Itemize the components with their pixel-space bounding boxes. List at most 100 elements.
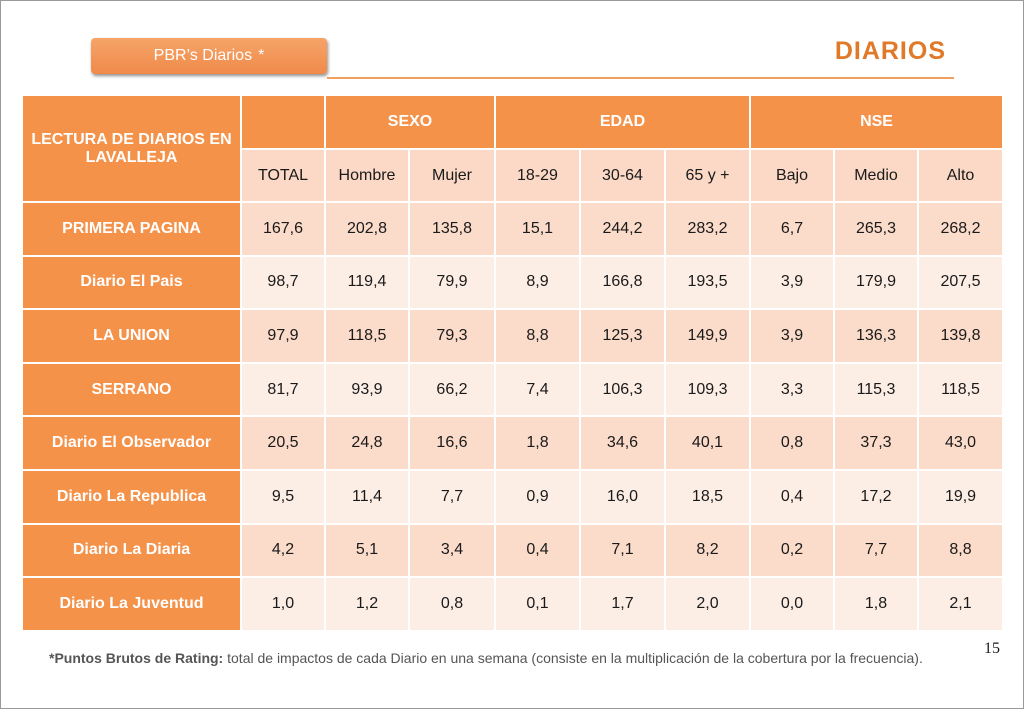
table-cell: 283,2	[664, 201, 751, 257]
table-cell: 135,8	[408, 201, 496, 257]
table-cell: 166,8	[579, 254, 666, 311]
table-cell: 0,0	[749, 576, 835, 632]
table-cell: 3,9	[749, 308, 835, 364]
row-label: Diario El Pais	[21, 254, 242, 311]
table-cell: 11,4	[324, 468, 410, 525]
table-body: PRIMERA PAGINA 167,6 202,8 135,8 15,1 244,2 28…	[21, 201, 1005, 632]
row-label: LA UNION	[21, 308, 242, 364]
column-header-row: TOTAL Hombre Mujer 18-29 30-64 65 y + Ba…	[22, 148, 1005, 203]
table-cell: 193,5	[664, 254, 751, 311]
table-cell: 37,3	[833, 415, 919, 471]
table-cell: 4,2	[240, 522, 326, 579]
footnote: *Puntos Brutos de Rating: total de impac…	[49, 649, 969, 668]
table-cell: 1,0	[240, 576, 326, 632]
page-number: 15	[984, 640, 1000, 657]
table-cell: 16,6	[408, 415, 496, 471]
section-tag-label: PBR’s Diarios	[153, 47, 253, 64]
table-cell: 179,9	[833, 254, 919, 311]
column-header: 18-29	[494, 148, 581, 203]
column-header: Medio	[833, 148, 919, 203]
table-cell: 8,8	[494, 308, 581, 364]
table-cell: 244,2	[579, 201, 666, 257]
table-cell: 3,4	[408, 522, 496, 579]
table-cell: 1,8	[833, 576, 919, 632]
table-row: Diario La Juventud 1,0 1,2 0,8 0,1 1,7 2,0 0,0 1…	[21, 576, 1005, 632]
table-cell: 7,1	[579, 522, 666, 579]
table-cell: 149,9	[664, 308, 751, 364]
table-cell: 6,7	[749, 201, 835, 257]
row-label: Diario La Juventud	[21, 576, 242, 632]
column-header: TOTAL	[240, 148, 326, 203]
column-header: Hombre	[324, 148, 410, 203]
table-row: Diario La Diaria 4,2 5,1 3,4 0,4 7,1 8,2 0,2 7,7…	[21, 522, 1005, 579]
table-cell: 0,8	[408, 576, 496, 632]
table-cell: 43,0	[916, 415, 1005, 471]
table-cell: 136,3	[833, 308, 919, 364]
column-header: Alto	[916, 148, 1005, 203]
table-cell: 93,9	[324, 361, 410, 418]
table-cell: 0,9	[494, 468, 581, 525]
footnote-text: total de impactos de cada Diario en una …	[223, 650, 923, 666]
table-cell: 0,8	[749, 415, 835, 471]
row-label: Diario El Observador	[21, 415, 242, 471]
table-cell: 115,3	[833, 361, 919, 418]
table-row: Diario El Pais 98,7 119,4 79,9 8,9 166,8 193,5…	[21, 254, 1005, 311]
table-cell: 106,3	[579, 361, 666, 418]
table-cell: 207,5	[916, 254, 1005, 311]
table-cell: 139,8	[916, 308, 1005, 364]
table-cell: 24,8	[324, 415, 410, 471]
table-cell: 18,5	[664, 468, 751, 525]
table-cell: 7,7	[833, 522, 919, 579]
column-header: 30-64	[579, 148, 666, 203]
table-cell: 1,8	[494, 415, 581, 471]
footnote-term: *Puntos Brutos de Rating:	[49, 650, 224, 666]
table-cell: 7,4	[494, 361, 581, 418]
table-cell: 2,1	[916, 576, 1005, 632]
section-tag: PBR’s Diarios *	[91, 38, 327, 74]
table-cell: 98,7	[240, 254, 326, 311]
table-cell: 119,4	[324, 254, 410, 311]
table-cell: 3,9	[749, 254, 835, 311]
column-header: Bajo	[749, 148, 835, 203]
row-label: SERRANO	[21, 361, 242, 418]
page-title: DIARIOS	[834, 37, 946, 65]
table-row: PRIMERA PAGINA 167,6 202,8 135,8 15,1 244,2 28…	[21, 201, 1005, 257]
table-cell: 2,0	[664, 576, 751, 632]
table-cell: 34,6	[579, 415, 666, 471]
table-cell: 167,6	[240, 201, 326, 257]
table-cell: 81,7	[240, 361, 326, 418]
table-cell: 8,8	[916, 522, 1005, 579]
group-header-sexo: SEXO	[324, 94, 496, 150]
section-tag-star: *	[258, 47, 265, 64]
table-cell: 0,4	[749, 468, 835, 525]
table-cell: 20,5	[240, 415, 326, 471]
table-cell: 1,2	[324, 576, 410, 632]
table-cell: 3,3	[749, 361, 835, 418]
table-cell: 109,3	[664, 361, 751, 418]
table-cell: 79,3	[408, 308, 496, 364]
table-cell: 125,3	[579, 308, 666, 364]
table-row: Diario El Observador 20,5 24,8 16,6 1,8 34,6 4…	[21, 415, 1005, 471]
table-cell: 0,1	[494, 576, 581, 632]
table-row: LA UNION 97,9 118,5 79,3 8,8 125,3 149,9 3,9 136…	[21, 308, 1005, 364]
table-cell: 8,9	[494, 254, 581, 311]
group-header-edad: EDAD	[494, 94, 751, 150]
table-cell: 15,1	[494, 201, 581, 257]
table-cell: 9,5	[240, 468, 326, 525]
table-cell: 202,8	[324, 201, 410, 257]
table-cell: 0,4	[494, 522, 581, 579]
table-cell: 8,2	[664, 522, 751, 579]
table-cell: 268,2	[916, 201, 1005, 257]
table-cell: 79,9	[408, 254, 496, 311]
row-label: Diario La Republica	[21, 468, 242, 525]
readership-table: LECTURA DE DIARIOS EN LAVALLEJA SEXO EDA…	[21, 94, 1005, 632]
table-cell: 5,1	[324, 522, 410, 579]
table-corner-label: LECTURA DE DIARIOS EN LAVALLEJA	[21, 94, 242, 203]
table-cell: 118,5	[324, 308, 410, 364]
table-row: SERRANO 81,7 93,9 66,2 7,4 106,3 109,3 3,3 115,3…	[21, 361, 1005, 418]
row-label: Diario La Diaria	[21, 522, 242, 579]
table-cell: 1,7	[579, 576, 666, 632]
title-divider	[327, 77, 954, 79]
table-cell: 118,5	[916, 361, 1005, 418]
group-header-empty	[240, 94, 326, 150]
